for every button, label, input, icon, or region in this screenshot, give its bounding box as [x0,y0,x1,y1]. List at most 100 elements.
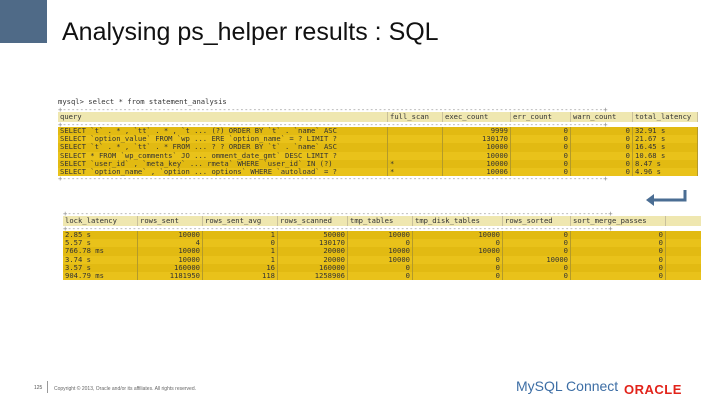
cell-full-scan [388,143,443,152]
table-row: SELECT * FROM `wp_comments` JO ... ommen… [58,151,698,160]
cell-exec-count: 10006 [443,167,511,177]
col-header-tmp-tables: tmp_tables [348,216,413,226]
cell-rows-sent: 4 [138,239,203,248]
table-row: SELECT `t` . * , `tt` . * , `t ... (?) O… [58,127,698,136]
cell-rows-scanned: 1258906 [278,271,348,281]
cell-rows-sent-avg: 1 [203,231,278,240]
col-header-sort-merge-passes: sort_merge_passes [571,216,666,226]
cell-total-latency: 8.47 s [633,159,698,168]
cell-rows-scanned: 20000 [278,255,348,264]
table-row: 2.85 s 10000 1 50000 10000 10000 0 0 [63,231,701,240]
continuation-arrow-icon [646,190,687,206]
cell-rows-scanned: 50000 [278,231,348,240]
cell-rows-sent: 1181950 [138,271,203,281]
col-header-rows-sent-avg: rows_sent_avg [203,216,278,226]
cell-rows-sent: 10000 [138,255,203,264]
cell-rows-sorted: 0 [503,263,571,272]
cell-query: SELECT `option_name` , `option ... optio… [58,167,388,177]
table-border: +---------------------------------------… [63,226,613,231]
col-header-rows-sent: rows_sent [138,216,203,226]
cell-rows-sent-avg: 1 [203,247,278,256]
cell-tmp-disk-tables: 0 [413,255,503,264]
cell-tmp-tables: 10000 [348,231,413,240]
col-header-err-count: err_count [511,112,571,122]
cell-sort-merge-passes: 0 [571,247,666,256]
cell-rows-sorted: 0 [503,247,571,256]
statement-analysis-table: mysql> select * from statement_analysis … [58,97,698,181]
cell-query: SELECT `option_value` FROM `wp ... ERE `… [58,135,388,144]
table-border: +---------------------------------------… [58,107,608,112]
cell-err-count: 0 [511,167,571,177]
cell-rows-sent: 10000 [138,231,203,240]
slide-title: Analysing ps_helper results : SQL [62,18,439,46]
cell-tmp-tables: 0 [348,271,413,281]
cell-rows-sorted: 10000 [503,255,571,264]
cell-rows-scanned: 20000 [278,247,348,256]
cell-full-scan [388,151,443,160]
table-border: +---------------------------------------… [58,122,608,127]
cell-warn-count: 0 [571,167,633,177]
table-header-row: query full_scan exec_count err_count war… [58,112,698,122]
cell-lock-latency: 3.74 s [63,255,138,264]
slide-page-number: 125 [34,385,43,391]
cell-exec-count: 10000 [443,143,511,152]
cell-total-latency: 21.67 s [633,135,698,144]
cell-rows-scanned: 130170 [278,239,348,248]
table-row: 5.57 s 4 0 130170 0 0 0 0 [63,239,701,248]
table-border: +---------------------------------------… [58,176,608,182]
cell-total-latency: 4.96 s [633,167,698,177]
cell-rows-sent-avg: 1 [203,255,278,264]
cell-rows-sent-avg: 0 [203,239,278,248]
cell-warn-count: 0 [571,151,633,160]
cell-warn-count: 0 [571,159,633,168]
cell-query: SELECT `t` . * , `tt` . * , `t ... (?) O… [58,127,388,136]
cell-sort-merge-passes: 0 [571,255,666,264]
col-header-total-latency: total_latency [633,112,698,122]
cell-exec-count: 10000 [443,151,511,160]
table-row: SELECT `user_id` , `meta_key` ... rmeta`… [58,159,698,168]
copyright-notice: Copyright © 2013, Oracle and/or its affi… [54,386,196,392]
cell-tmp-disk-tables: 0 [413,263,503,272]
table-row: 3.57 s 160000 16 160000 0 0 0 0 [63,263,701,272]
cell-tmp-tables: 10000 [348,247,413,256]
table-row: SELECT `option_name` , `option ... optio… [58,167,698,177]
cell-warn-count: 0 [571,143,633,152]
cell-lock-latency: 5.57 s [63,239,138,248]
cell-total-latency: 16.45 s [633,143,698,152]
statement-analysis-table-continued: +---------------------------------------… [63,211,701,281]
cell-err-count: 0 [511,143,571,152]
cell-rows-sorted: 0 [503,239,571,248]
cell-exec-count: 9999 [443,127,511,136]
cell-full-scan: * [388,159,443,168]
cell-warn-count: 0 [571,127,633,136]
cell-lock-latency: 766.78 ms [63,247,138,256]
cell-lock-latency: 3.57 s [63,263,138,272]
cell-err-count: 0 [511,127,571,136]
footer-divider [47,381,48,393]
cell-err-count: 0 [511,159,571,168]
table-row: 3.74 s 10000 1 20000 10000 0 10000 0 [63,255,701,264]
cell-rows-sorted: 0 [503,271,571,281]
connect-logo-text: Connect [566,378,619,394]
col-header-lock-latency: lock_latency [63,216,138,226]
cell-lock-latency: 904.79 ms [63,271,138,281]
table-row: 904.79 ms 1181950 118 1258906 0 0 0 0 [63,271,701,281]
mysql-connect-logo: MySQL Connect [516,378,618,394]
cell-rows-sent: 10000 [138,247,203,256]
cell-query: SELECT `user_id` , `meta_key` ... rmeta`… [58,159,388,168]
cell-err-count: 0 [511,135,571,144]
cell-full-scan [388,127,443,136]
cell-rows-sent-avg: 118 [203,271,278,281]
cell-tmp-tables: 10000 [348,255,413,264]
oracle-logo: ORACLE [624,382,682,397]
cell-tmp-tables: 0 [348,239,413,248]
col-header-query: query [58,112,388,122]
cell-tmp-disk-tables: 10000 [413,247,503,256]
cell-err-count: 0 [511,151,571,160]
table-row: 766.78 ms 10000 1 20000 10000 10000 0 0 [63,247,701,256]
cell-tmp-tables: 0 [348,263,413,272]
cell-total-latency: 10.68 s [633,151,698,160]
cell-rows-sent-avg: 16 [203,263,278,272]
table-row: SELECT `t` . * , `tt` . * FROM ... ? ? O… [58,143,698,152]
cell-sort-merge-passes: 0 [571,231,666,240]
